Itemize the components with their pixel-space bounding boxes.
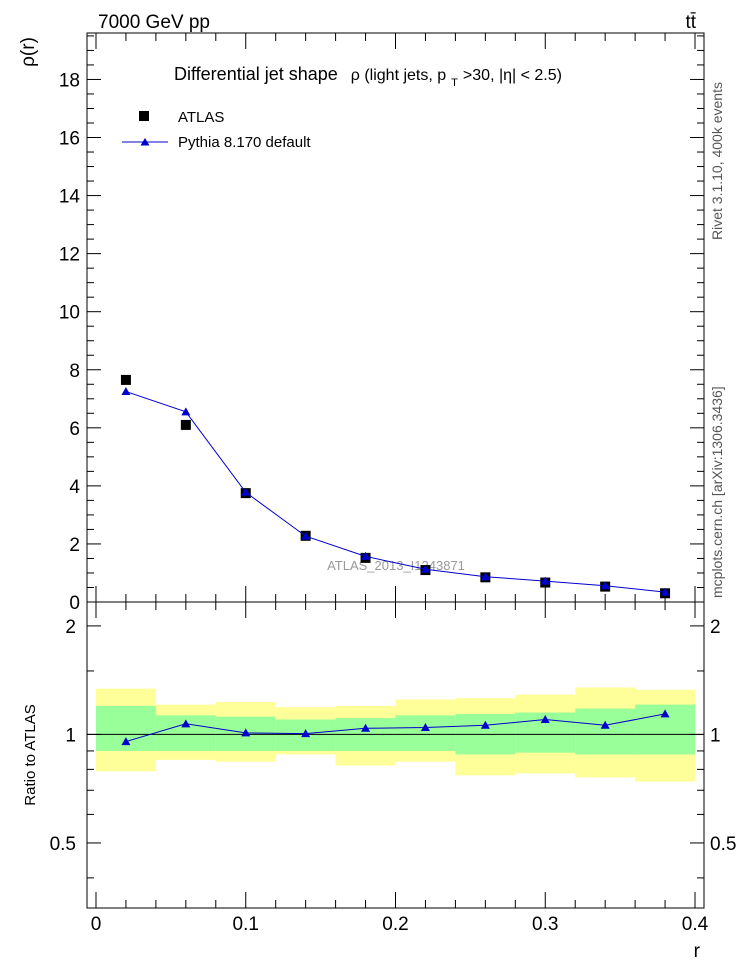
analysis-watermark: ATLAS_2013_I1243871: [327, 558, 465, 573]
legend-pythia-label: Pythia 8.170 default: [178, 134, 311, 151]
ratio-pythia-line: [125, 713, 666, 743]
title-sub: T: [451, 77, 458, 89]
ratio-pythia-point: [660, 709, 670, 718]
pythia-point: [121, 387, 131, 396]
atlas-point: [180, 419, 191, 430]
ratio-pythia-point: [241, 728, 251, 737]
main-data-points: [120, 374, 671, 599]
pythia-point: [420, 564, 430, 573]
stat-uncertainty-band: [395, 715, 456, 751]
main-y-tick-label: 18: [59, 70, 80, 91]
ratio-y-tick-label-right: 1: [710, 725, 721, 746]
main-y-tick-label: 14: [59, 187, 81, 208]
main-y-tick-label: 12: [59, 245, 80, 266]
ratio-y-tick-label: 1: [65, 725, 76, 746]
pythia-point: [181, 407, 191, 416]
stat-uncertainty-band: [575, 708, 636, 755]
main-y-axis-label: ρ(r): [18, 37, 39, 67]
legend-pythia-marker: [140, 138, 150, 146]
ratio-y-tick-labels: 0.5 0.5 1 1 2 2: [50, 617, 737, 855]
pythia-point: [480, 572, 490, 581]
x-tick-label: 0.3: [532, 914, 558, 935]
pythia-point: [361, 551, 371, 560]
main-y-tick-label: 10: [59, 303, 80, 324]
ratio-ticks: [87, 602, 704, 908]
ratio-pythia-point: [420, 723, 430, 732]
main-y-tick-label: 0: [69, 593, 80, 614]
title-rest: >30, |η| < 2.5): [463, 67, 562, 84]
main-y-tick-labels: 0 2 4 6 8 10 12 14 16 18: [59, 70, 81, 614]
main-y-tick-label: 2: [69, 535, 80, 556]
ratio-pythia-point: [600, 720, 610, 729]
ratio-pythia-point: [301, 729, 311, 738]
title-detail: ρ (light jets, p: [351, 67, 446, 84]
process-label: tt̄: [685, 12, 696, 33]
pythia-line: [125, 391, 666, 593]
ratio-y-tick-label: 0.5: [50, 834, 76, 855]
x-tick-labels: 0 0.1 0.2 0.3 0.4: [91, 914, 709, 935]
legend-atlas-marker: [139, 111, 149, 121]
pythia-point: [301, 531, 311, 540]
x-tick-label: 0.4: [682, 914, 709, 935]
ratio-data-points: [121, 709, 670, 746]
pythia-point: [540, 576, 550, 585]
ratio-pythia-point: [480, 720, 490, 729]
title-main: Differential jet shape: [174, 64, 338, 84]
x-tick-label: 0: [91, 914, 102, 935]
ratio-pythia-point: [540, 715, 550, 724]
main-title: Differential jet shape ρ (light jets, p …: [174, 64, 562, 90]
mcplots-label: mcplots.cern.ch [arXiv:1306.3436]: [709, 386, 725, 598]
energy-label: 7000 GeV pp: [98, 12, 210, 33]
pythia-point: [241, 487, 251, 496]
main-y-tick-label: 4: [69, 477, 80, 498]
ratio-y-tick-label-right: 0.5: [710, 834, 736, 855]
main-y-tick-label: 8: [69, 361, 80, 382]
ratio-pythia-point: [361, 723, 371, 732]
x-tick-label: 0.1: [233, 914, 259, 935]
ratio-pythia-point: [181, 719, 191, 728]
pythia-point: [600, 581, 610, 590]
x-axis-label: r: [694, 941, 701, 962]
ratio-y-tick-label: 2: [65, 617, 76, 638]
ratio-panel: 0.5 0.51 12 2 0 0.1 0.2 0.3 0.4 Ratio to ATLAS …: [22, 601, 737, 962]
main-y-tick-label: 6: [69, 419, 80, 440]
ratio-y-axis-label: Ratio to ATLAS: [22, 704, 39, 805]
pythia-point: [660, 587, 670, 596]
x-tick-label: 0.2: [382, 914, 408, 935]
main-panel: 0 2 4 6 8 10 12 14 16 18 ρ(r) Differential jet sh…: [18, 32, 705, 614]
atlas-point: [120, 374, 131, 385]
ratio-y-tick-label-right: 2: [710, 617, 721, 638]
main-ticks: [87, 33, 704, 603]
main-y-tick-label: 16: [59, 129, 80, 150]
ratio-bands: [95, 687, 696, 782]
ratio-pythia-point: [121, 737, 131, 746]
legend-atlas-label: ATLAS: [178, 109, 224, 126]
rivet-label: Rivet 3.1.10, 400k events: [709, 82, 725, 240]
legend: ATLAS Pythia 8.170 default: [122, 109, 311, 151]
